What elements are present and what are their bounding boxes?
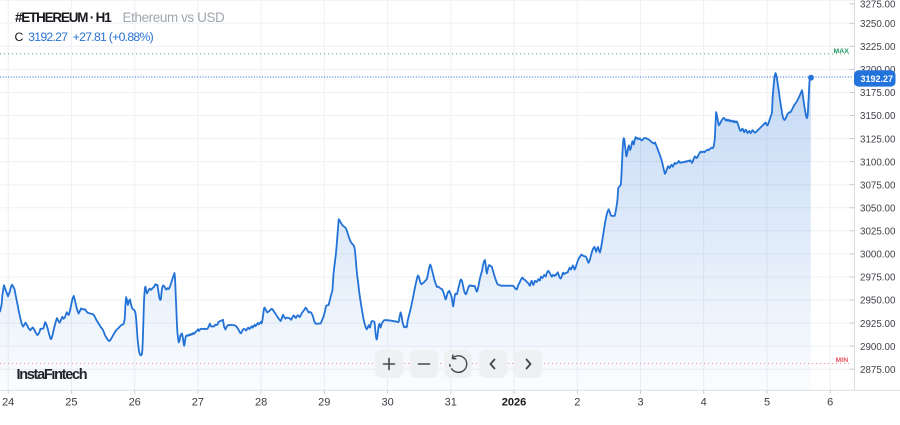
svg-text:2975.00: 2975.00 — [860, 273, 896, 284]
svg-text:3075.00: 3075.00 — [860, 180, 896, 191]
svg-text:24: 24 — [2, 397, 14, 409]
svg-text:MIN: MIN — [836, 357, 849, 364]
svg-text:4: 4 — [701, 397, 707, 409]
svg-text:3150.00: 3150.00 — [860, 111, 896, 122]
svg-text:30: 30 — [381, 397, 393, 409]
svg-text:3275.00: 3275.00 — [860, 0, 896, 11]
svg-text:6: 6 — [827, 397, 833, 409]
svg-text:3000.00: 3000.00 — [860, 250, 896, 261]
svg-text:2925.00: 2925.00 — [860, 319, 896, 330]
svg-text:3225.00: 3225.00 — [860, 42, 896, 53]
svg-text:31: 31 — [445, 397, 457, 409]
svg-text:3175.00: 3175.00 — [860, 88, 896, 99]
svg-text:5: 5 — [764, 397, 770, 409]
svg-text:3050.00: 3050.00 — [860, 204, 896, 215]
svg-text:29: 29 — [318, 397, 330, 409]
svg-text:3125.00: 3125.00 — [860, 134, 896, 145]
svg-text:3025.00: 3025.00 — [860, 227, 896, 238]
svg-text:3192.27: 3192.27 — [861, 74, 894, 84]
svg-text:MAX: MAX — [834, 48, 850, 55]
svg-text:2875.00: 2875.00 — [860, 365, 896, 376]
svg-text:2950.00: 2950.00 — [860, 296, 896, 307]
svg-text:27: 27 — [192, 397, 204, 409]
svg-text:3100.00: 3100.00 — [860, 157, 896, 168]
svg-text:26: 26 — [129, 397, 141, 409]
svg-text:2900.00: 2900.00 — [860, 342, 896, 353]
svg-text:2: 2 — [574, 397, 580, 409]
svg-text:25: 25 — [65, 397, 77, 409]
svg-text:3: 3 — [637, 397, 643, 409]
svg-text:3250.00: 3250.00 — [860, 19, 896, 30]
svg-text:2026: 2026 — [502, 397, 526, 409]
svg-text:28: 28 — [255, 397, 267, 409]
